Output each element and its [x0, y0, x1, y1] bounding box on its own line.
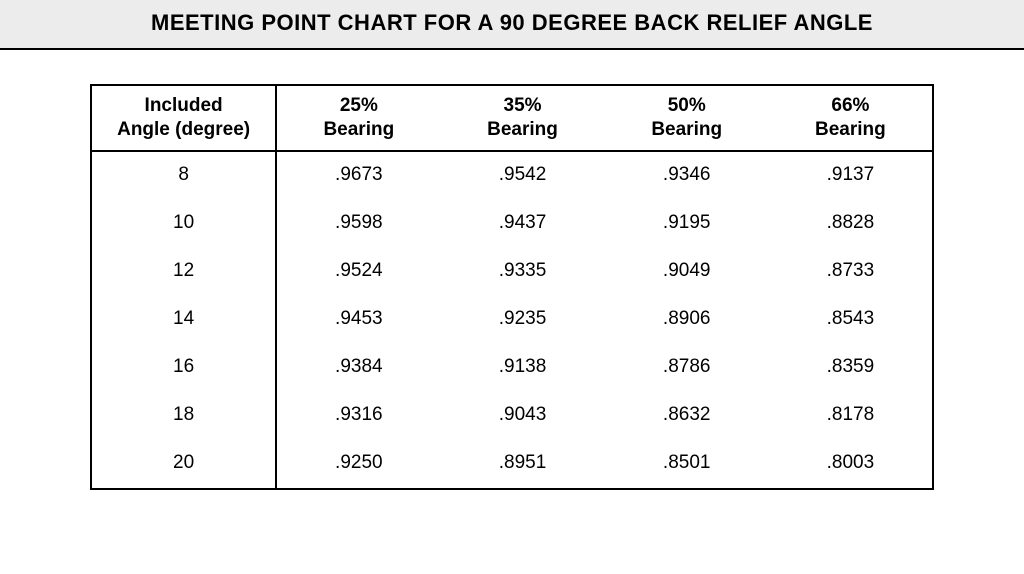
title-bar: MEETING POINT CHART FOR A 90 DEGREE BACK…: [0, 0, 1024, 50]
col-header-line: Bearing: [773, 118, 928, 142]
cell-value: .9437: [440, 200, 604, 248]
cell-value: .9043: [440, 392, 604, 440]
cell-value: .8359: [769, 344, 933, 392]
cell-value: .9250: [276, 440, 440, 489]
cell-value: .8543: [769, 296, 933, 344]
col-header-included-angle: Included Angle (degree): [91, 85, 276, 151]
cell-value: .9049: [605, 248, 769, 296]
col-header-line: 25%: [281, 94, 436, 118]
cell-value: .9137: [769, 151, 933, 200]
col-header-50-bearing: 50% Bearing: [605, 85, 769, 151]
cell-value: .9335: [440, 248, 604, 296]
col-header-line: Included: [96, 94, 271, 118]
cell-angle: 14: [91, 296, 276, 344]
cell-angle: 18: [91, 392, 276, 440]
cell-value: .9524: [276, 248, 440, 296]
table-row: 18 .9316 .9043 .8632 .8178: [91, 392, 933, 440]
table-row: 8 .9673 .9542 .9346 .9137: [91, 151, 933, 200]
table-row: 14 .9453 .9235 .8906 .8543: [91, 296, 933, 344]
table-row: 16 .9384 .9138 .8786 .8359: [91, 344, 933, 392]
cell-angle: 20: [91, 440, 276, 489]
cell-value: .8501: [605, 440, 769, 489]
table-header-row: Included Angle (degree) 25% Bearing 35% …: [91, 85, 933, 151]
cell-value: .9673: [276, 151, 440, 200]
cell-angle: 8: [91, 151, 276, 200]
meeting-point-table: Included Angle (degree) 25% Bearing 35% …: [90, 84, 934, 490]
cell-angle: 10: [91, 200, 276, 248]
table-row: 12 .9524 .9335 .9049 .8733: [91, 248, 933, 296]
page-title: MEETING POINT CHART FOR A 90 DEGREE BACK…: [0, 10, 1024, 36]
col-header-35-bearing: 35% Bearing: [440, 85, 604, 151]
cell-value: .9316: [276, 392, 440, 440]
cell-angle: 12: [91, 248, 276, 296]
cell-value: .8951: [440, 440, 604, 489]
col-header-line: Angle (degree): [96, 118, 271, 142]
cell-value: .9138: [440, 344, 604, 392]
cell-value: .9384: [276, 344, 440, 392]
cell-value: .8828: [769, 200, 933, 248]
cell-value: .9235: [440, 296, 604, 344]
cell-value: .9346: [605, 151, 769, 200]
col-header-25-bearing: 25% Bearing: [276, 85, 440, 151]
cell-value: .9453: [276, 296, 440, 344]
cell-angle: 16: [91, 344, 276, 392]
table-body: 8 .9673 .9542 .9346 .9137 10 .9598 .9437…: [91, 151, 933, 489]
cell-value: .9542: [440, 151, 604, 200]
cell-value: .8178: [769, 392, 933, 440]
col-header-line: Bearing: [609, 118, 765, 142]
col-header-line: 66%: [773, 94, 928, 118]
cell-value: .8003: [769, 440, 933, 489]
col-header-line: Bearing: [444, 118, 600, 142]
col-header-line: 35%: [444, 94, 600, 118]
table-row: 10 .9598 .9437 .9195 .8828: [91, 200, 933, 248]
cell-value: .8906: [605, 296, 769, 344]
col-header-line: Bearing: [281, 118, 436, 142]
cell-value: .8733: [769, 248, 933, 296]
col-header-line: 50%: [609, 94, 765, 118]
cell-value: .9598: [276, 200, 440, 248]
cell-value: .9195: [605, 200, 769, 248]
cell-value: .8632: [605, 392, 769, 440]
col-header-66-bearing: 66% Bearing: [769, 85, 933, 151]
table-container: Included Angle (degree) 25% Bearing 35% …: [0, 50, 1024, 490]
table-row: 20 .9250 .8951 .8501 .8003: [91, 440, 933, 489]
cell-value: .8786: [605, 344, 769, 392]
